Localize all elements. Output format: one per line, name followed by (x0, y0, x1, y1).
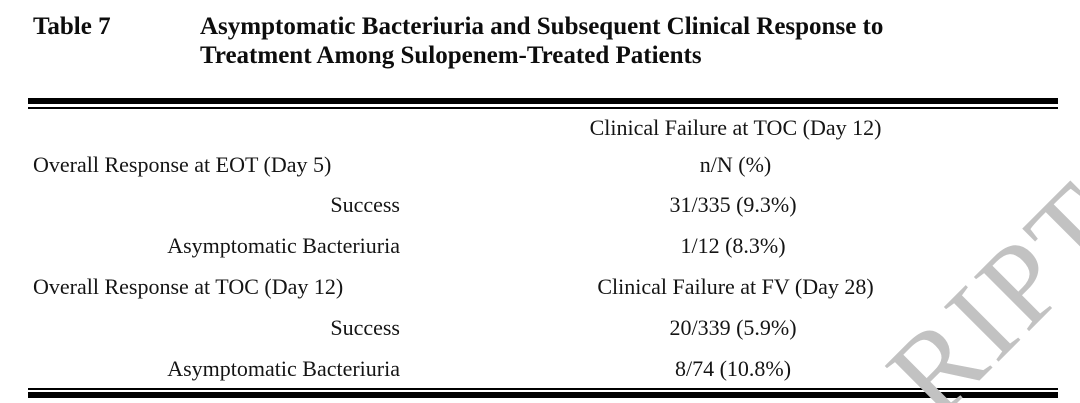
table-row: Clinical Failure at TOC (Day 12) (28, 110, 1058, 146)
row-value-cell: 31/335 (9.3%) (669, 192, 797, 217)
bottom-rule-thick (28, 392, 1058, 398)
data-table: Clinical Failure at TOC (Day 12) Overall… (28, 110, 1058, 389)
row-label-cell: Success (330, 192, 400, 217)
row-value-cell: 1/12 (8.3%) (680, 233, 786, 258)
table-row: Overall Response at TOC (Day 12) Clinica… (28, 266, 1058, 307)
row-label-cell (28, 110, 405, 146)
table-row: Overall Response at EOT (Day 5) n/N (%) (28, 146, 1058, 184)
table-row: Success 20/339 (5.9%) (28, 307, 1058, 348)
row-value-cell: Clinical Failure at FV (Day 28) (597, 274, 874, 299)
table-number: Table 7 (33, 13, 111, 40)
table-row: Asymptomatic Bacteriuria 8/74 (10.8%) (28, 348, 1058, 389)
row-label-cell: Asymptomatic Bacteriuria (167, 356, 400, 381)
table-row: Success 31/335 (9.3%) (28, 184, 1058, 225)
table-row: Asymptomatic Bacteriuria 1/12 (8.3%) (28, 225, 1058, 266)
top-rule-thin (28, 107, 1058, 109)
table-title: Asymptomatic Bacteriuria and Subsequent … (200, 12, 883, 70)
table-title-line-2: Treatment Among Sulopenem-Treated Patien… (200, 42, 702, 69)
row-value-cell: n/N (%) (699, 152, 772, 177)
table-caption: Table 7 Asymptomatic Bacteriuria and Sub… (33, 12, 883, 70)
top-rule-thick (28, 98, 1058, 104)
row-label-cell: Asymptomatic Bacteriuria (167, 233, 400, 258)
row-label-cell: Overall Response at TOC (Day 12) (33, 274, 344, 299)
row-value-cell: 8/74 (10.8%) (674, 356, 792, 381)
row-value-cell: Clinical Failure at TOC (Day 12) (589, 115, 882, 140)
row-value-cell: 20/339 (5.9%) (669, 315, 797, 340)
table-title-line-1: Asymptomatic Bacteriuria and Subsequent … (200, 13, 884, 40)
row-label-cell: Success (330, 315, 400, 340)
row-label-cell: Overall Response at EOT (Day 5) (33, 152, 332, 177)
bottom-rule-thin (28, 388, 1058, 390)
